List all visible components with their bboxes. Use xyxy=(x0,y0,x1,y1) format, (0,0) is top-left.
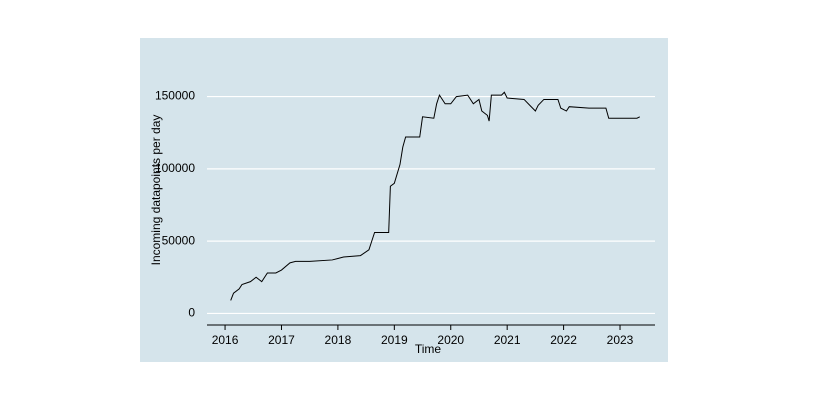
y-tick-label: 150000 xyxy=(155,89,195,103)
x-tick-label: 2023 xyxy=(607,333,634,347)
panel-background xyxy=(140,38,668,362)
x-tick-label: 2021 xyxy=(494,333,521,347)
y-tick-label: 50000 xyxy=(162,233,196,247)
x-tick-label: 2019 xyxy=(381,333,408,347)
y-axis-label: Incoming datapoints per day xyxy=(149,115,163,266)
x-axis-label: Time xyxy=(415,342,442,356)
x-tick-label: 2018 xyxy=(325,333,352,347)
x-tick-label: 2017 xyxy=(268,333,295,347)
data-line xyxy=(230,91,640,301)
x-tick-label: 2020 xyxy=(437,333,464,347)
y-tick-label: 100000 xyxy=(155,161,195,175)
y-tick-label: 0 xyxy=(188,306,195,320)
x-tick-label: 2016 xyxy=(212,333,239,347)
x-tick-label: 2022 xyxy=(550,333,577,347)
